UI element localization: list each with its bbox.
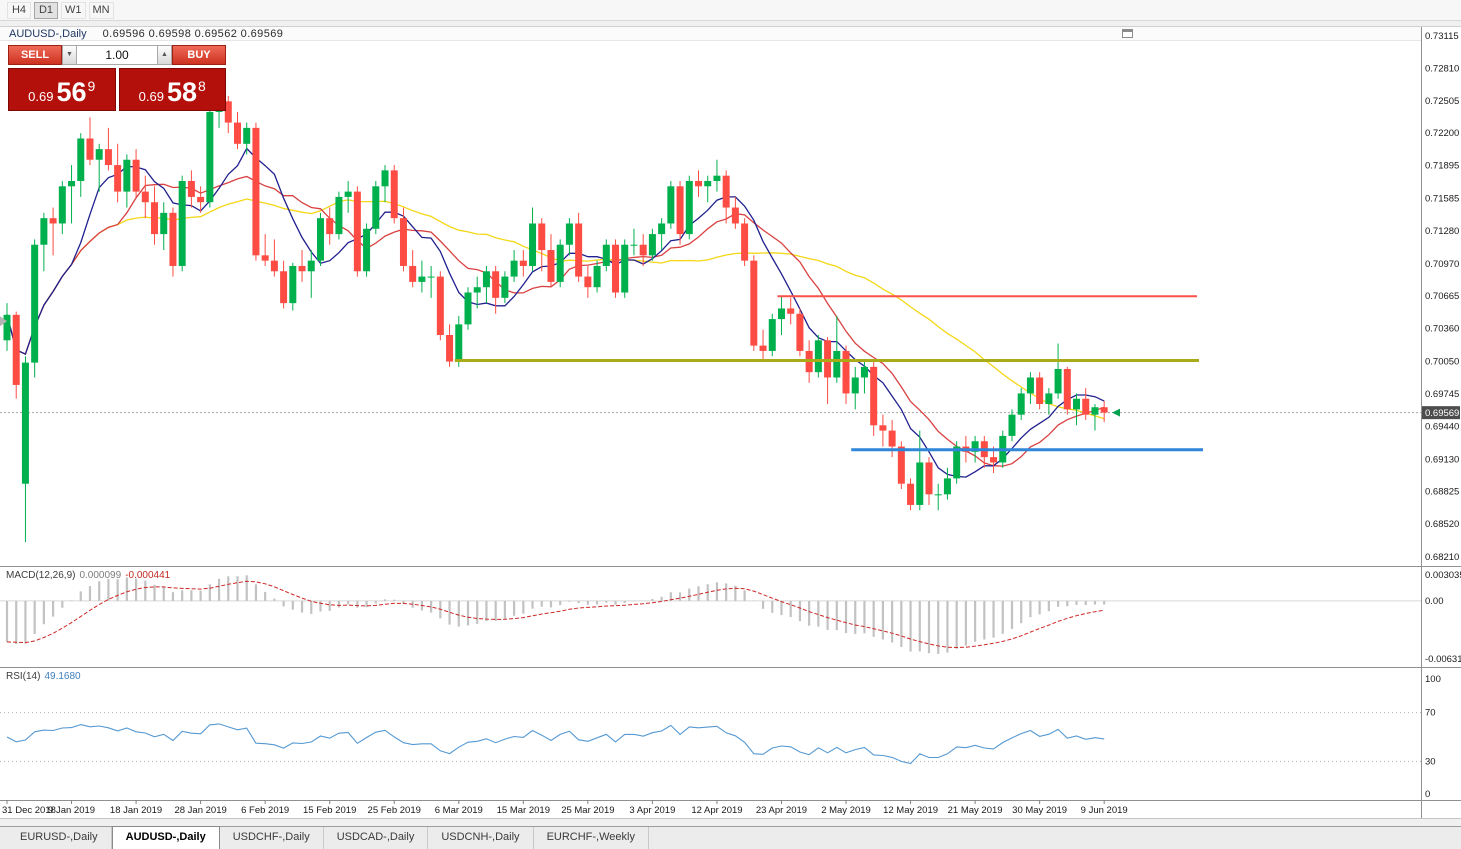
svg-text:3 Apr 2019: 3 Apr 2019 <box>629 805 675 816</box>
svg-text:31 Dec 2018: 31 Dec 2018 <box>2 805 56 816</box>
macd-pane: 0.003035 0.00 -0.006310 <box>0 570 1461 665</box>
svg-text:0.71280: 0.71280 <box>1425 226 1459 237</box>
svg-text:2 May 2019: 2 May 2019 <box>821 805 871 816</box>
svg-text:9 Jan 2019: 9 Jan 2019 <box>48 805 95 816</box>
svg-text:21 May 2019: 21 May 2019 <box>948 805 1003 816</box>
buy-button[interactable]: BUY <box>172 45 226 65</box>
svg-text:12 Apr 2019: 12 Apr 2019 <box>691 805 742 816</box>
sell-price-display[interactable]: 0.69 56 9 <box>8 68 116 111</box>
svg-text:25 Feb 2019: 25 Feb 2019 <box>368 805 421 816</box>
svg-text:0.00: 0.00 <box>1425 596 1444 607</box>
svg-text:6 Feb 2019: 6 Feb 2019 <box>241 805 289 816</box>
svg-text:0.71585: 0.71585 <box>1425 194 1459 205</box>
rsi-indicator-label: RSI(14) 49.1680 <box>6 671 81 682</box>
svg-text:12 May 2019: 12 May 2019 <box>883 805 938 816</box>
svg-text:0.72810: 0.72810 <box>1425 63 1459 74</box>
chart-tab-usdcad-daily[interactable]: USDCAD-,Daily <box>323 827 429 849</box>
buy-price-display[interactable]: 0.69 58 8 <box>118 68 226 111</box>
svg-text:0.71895: 0.71895 <box>1425 161 1459 172</box>
volume-input[interactable]: 1.00 <box>77 45 157 65</box>
timeframe-button-w1[interactable]: W1 <box>61 1 86 19</box>
svg-text:0.70665: 0.70665 <box>1425 291 1459 302</box>
svg-text:30 May 2019: 30 May 2019 <box>1012 805 1067 816</box>
timeframe-button-mn[interactable]: MN <box>88 1 114 19</box>
svg-text:30: 30 <box>1425 756 1436 767</box>
svg-text:6 Mar 2019: 6 Mar 2019 <box>435 805 483 816</box>
chart-title: AUDUSD-,Daily <box>9 27 87 40</box>
buy-price-sup: 8 <box>198 78 206 94</box>
buy-price-prefix: 0.69 <box>138 89 164 104</box>
svg-text:15 Feb 2019: 15 Feb 2019 <box>303 805 356 816</box>
candles-layer <box>3 90 1108 543</box>
svg-text:18 Jan 2019: 18 Jan 2019 <box>110 805 162 816</box>
svg-text:23 Apr 2019: 23 Apr 2019 <box>756 805 807 816</box>
svg-text:100: 100 <box>1425 674 1441 685</box>
svg-text:0.69130: 0.69130 <box>1425 454 1459 465</box>
timeframe-button-d1[interactable]: D1 <box>34 1 58 19</box>
price-scale: 0.73115 0.72810 0.72505 0.72200 0.71895 0.715… <box>1422 31 1460 563</box>
timeframe-toolbar: H4 D1 W1 MN <box>0 0 1461 21</box>
chart-tab-usdcnh-daily[interactable]: USDCNH-,Daily <box>428 827 534 849</box>
timeframe-button-h4[interactable]: H4 <box>7 1 31 19</box>
sell-button[interactable]: SELL <box>8 45 62 65</box>
macd-indicator-label: MACD(12,26,9) 0.000099 -0.000441 <box>6 570 171 581</box>
svg-text:0.72505: 0.72505 <box>1425 96 1459 107</box>
sell-price-sup: 9 <box>87 78 96 94</box>
toolbar-strip <box>0 21 1461 27</box>
price-markers <box>0 316 1120 417</box>
svg-text:0.69745: 0.69745 <box>1425 389 1459 400</box>
chart-tab-eurchf-weekly[interactable]: EURCHF-,Weekly <box>533 827 649 849</box>
svg-text:0.68210: 0.68210 <box>1425 552 1459 563</box>
svg-text:0: 0 <box>1425 789 1430 800</box>
chart-title-quotes: 0.69596 0.69598 0.69562 0.69569 <box>102 27 284 40</box>
svg-text:0.70050: 0.70050 <box>1425 357 1459 368</box>
horizontal-line-objects <box>454 295 1203 452</box>
restore-window-icon[interactable] <box>1122 29 1133 38</box>
svg-text:0.73115: 0.73115 <box>1425 31 1459 42</box>
svg-text:28 Jan 2019: 28 Jan 2019 <box>174 805 226 816</box>
svg-text:25 Mar 2019: 25 Mar 2019 <box>561 805 614 816</box>
chart-tab-eurusd-daily[interactable]: EURUSD-,Daily <box>7 827 112 849</box>
svg-text:0.72200: 0.72200 <box>1425 128 1459 139</box>
svg-text:0.003035: 0.003035 <box>1425 570 1461 581</box>
volume-increment-icon[interactable]: ▲ <box>157 45 172 65</box>
bottom-strip <box>0 818 1461 826</box>
chart-tabs: EURUSD-,Daily AUDUSD-,Daily USDCHF-,Daily U… <box>0 826 1461 849</box>
svg-text:0.70970: 0.70970 <box>1425 259 1459 270</box>
svg-text:0.70360: 0.70360 <box>1425 324 1459 335</box>
sell-price-big: 56 <box>56 77 87 107</box>
svg-text:-0.006310: -0.006310 <box>1425 654 1461 665</box>
svg-text:9 Jun 2019: 9 Jun 2019 <box>1081 805 1128 816</box>
sell-price-prefix: 0.69 <box>28 89 54 104</box>
chart-background <box>0 27 1461 818</box>
svg-text:0.68520: 0.68520 <box>1425 519 1459 530</box>
chart-tab-audusd-daily[interactable]: AUDUSD-,Daily <box>111 826 220 849</box>
svg-text:0.68825: 0.68825 <box>1425 487 1459 498</box>
chart-titlebar: AUDUSD-,Daily 0.69596 0.69598 0.69562 0.… <box>0 27 1421 41</box>
svg-text:15 Mar 2019: 15 Mar 2019 <box>497 805 550 816</box>
rsi-pane: 100 70 30 0 <box>0 674 1441 800</box>
svg-text:0.69569: 0.69569 <box>1425 408 1459 419</box>
volume-decrement-icon[interactable]: ▼ <box>62 45 77 65</box>
one-click-trading-panel: SELL ▼ 1.00 ▲ BUY 0.69 56 9 0.69 58 8 <box>8 45 226 111</box>
svg-text:0.69440: 0.69440 <box>1425 421 1459 432</box>
chart-tab-usdchf-daily[interactable]: USDCHF-,Daily <box>219 827 324 849</box>
buy-price-big: 58 <box>166 77 198 107</box>
svg-text:70: 70 <box>1425 708 1436 719</box>
